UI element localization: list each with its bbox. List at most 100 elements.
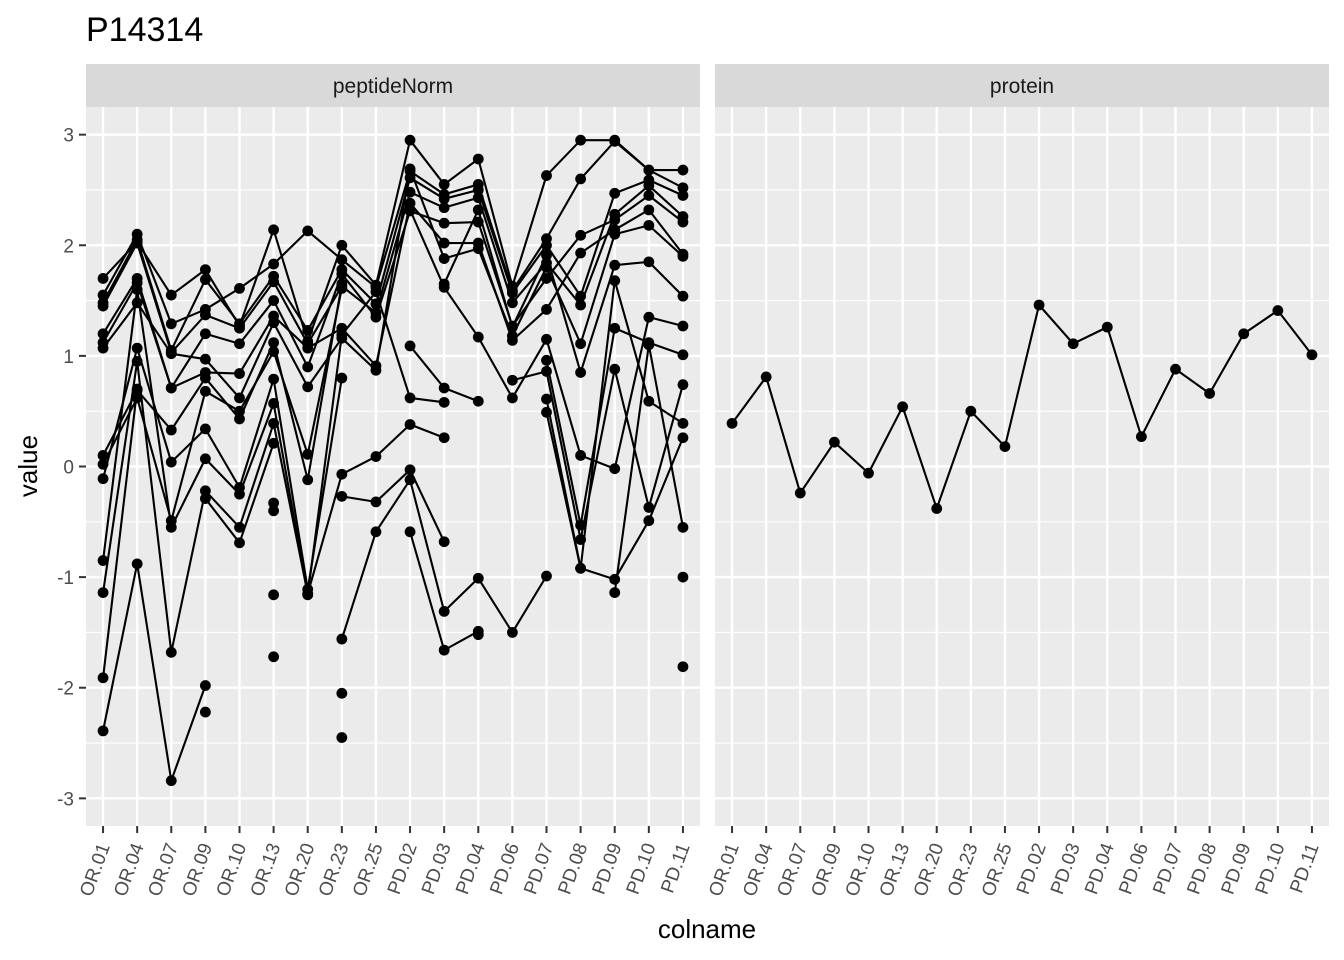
data-point [438, 644, 450, 656]
series-line-segment [613, 520, 650, 580]
series-line-segment [341, 244, 377, 286]
data-point [336, 268, 348, 280]
data-point [302, 325, 314, 336]
x-tick-label: OR.23 [315, 841, 354, 900]
series-line-segment [579, 280, 616, 569]
series-line-segment [170, 391, 207, 521]
x-tick-label: PD.09 [1218, 841, 1256, 898]
series-line-segment [102, 347, 139, 479]
series-6 [97, 197, 689, 394]
data-point [438, 536, 450, 548]
data-point [336, 372, 348, 384]
series-line-segment [238, 229, 275, 327]
series-line-segment [648, 400, 684, 425]
data-point [643, 164, 655, 176]
series-line-segment [205, 313, 240, 330]
series-line-segment [204, 497, 241, 544]
series-line-segment [579, 140, 616, 180]
data-point [1101, 321, 1113, 333]
data-point [234, 488, 245, 500]
series-line-segment [580, 218, 616, 237]
x-tick-label: PD.06 [1115, 841, 1153, 898]
series-line-segment [341, 455, 377, 476]
series-line-segment [477, 189, 514, 294]
data-point [472, 204, 484, 216]
data-point [506, 374, 518, 386]
facet-strip-label: protein [990, 75, 1054, 98]
data-point [965, 405, 977, 417]
data-point [575, 247, 587, 259]
data-point [1306, 349, 1318, 361]
series-line-segment [648, 194, 684, 223]
series-line-segment [171, 352, 206, 361]
series-line-segment [102, 563, 139, 732]
data-point [165, 348, 177, 360]
data-point [541, 365, 552, 377]
data-point [677, 349, 689, 361]
data-point [609, 259, 621, 271]
series-line-segment [511, 238, 548, 292]
series-line-segment [477, 197, 514, 304]
series-line-segment [443, 196, 479, 209]
data-point [794, 487, 806, 499]
data-point [199, 328, 211, 340]
series-line-segment [614, 327, 650, 344]
data-point [336, 239, 348, 251]
data-point [268, 224, 280, 236]
data-point [199, 264, 211, 276]
data-point [677, 379, 689, 391]
data-point [404, 163, 416, 175]
series-line-segment [477, 209, 514, 328]
series-line-segment [579, 213, 616, 306]
data-point [131, 237, 143, 249]
series-line-segment [511, 575, 548, 633]
series-line-segment [867, 406, 904, 474]
series-line-segment [204, 278, 241, 325]
x-tick-label: OR.13 [876, 841, 915, 900]
data-point [609, 275, 621, 287]
data-point [131, 342, 143, 354]
series-line-segment [545, 252, 582, 310]
series-line-segment [731, 376, 768, 424]
series-line-segment [205, 371, 240, 375]
series-line-segment [375, 479, 411, 533]
series-line-segment [443, 247, 479, 260]
data-point [575, 299, 587, 311]
data-point [404, 134, 416, 146]
data-point [541, 393, 552, 405]
data-point [472, 572, 484, 584]
data-point [677, 521, 689, 533]
y-axis: -3 -2 -1 0 1 2 3 [57, 126, 86, 810]
data-point [677, 661, 689, 673]
series-line-segment [238, 442, 275, 544]
series-line-segment [409, 531, 446, 651]
data-point [199, 353, 211, 365]
series-line-segment [204, 458, 241, 495]
series-line-segment [765, 376, 802, 494]
facet-strip [715, 64, 1329, 107]
x-tick-label: OR.10 [213, 841, 252, 900]
series-line-segment [648, 209, 684, 255]
data-point [404, 340, 416, 352]
x-tick-label: PD.02 [1013, 841, 1051, 898]
x-tick-label: PD.11 [1286, 841, 1323, 896]
data-point [370, 286, 382, 298]
series-line-segment [170, 685, 207, 782]
series-line-segment [102, 241, 138, 280]
data-point [828, 436, 840, 448]
data-point [575, 367, 587, 378]
data-point [302, 225, 314, 237]
data-point [575, 450, 587, 461]
data-point [438, 606, 450, 617]
data-point [541, 304, 552, 315]
series-line-segment [102, 242, 139, 307]
series-line-segment [443, 188, 479, 200]
data-point [268, 373, 280, 385]
series-line-segment [272, 230, 309, 265]
data-point [404, 204, 416, 216]
series-line-segment [272, 322, 309, 388]
x-tick-label: OR.23 [944, 841, 983, 900]
data-point [677, 320, 689, 332]
data-point [165, 775, 177, 787]
series-line-segment [375, 469, 411, 503]
